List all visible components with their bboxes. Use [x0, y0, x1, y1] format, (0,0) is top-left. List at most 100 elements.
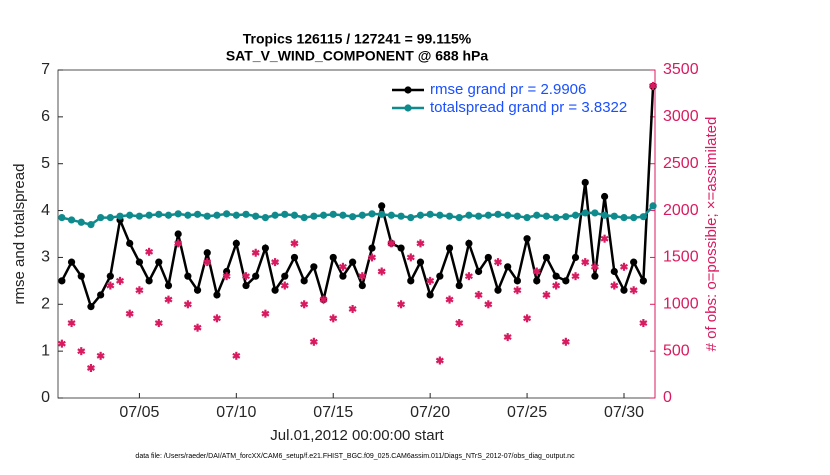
obs-marker	[600, 234, 609, 243]
y2-tick-label: 3000	[663, 108, 699, 125]
point	[513, 212, 521, 220]
point	[639, 277, 647, 285]
obs-marker	[251, 248, 260, 257]
obs-marker	[503, 333, 512, 342]
point	[184, 211, 192, 219]
y2-tick-label: 3500	[663, 61, 699, 78]
obs-marker	[397, 300, 406, 309]
obs-marker	[532, 267, 541, 276]
chart-title: Tropics 126115 / 127241 = 99.115%	[243, 31, 472, 47]
point	[494, 210, 502, 218]
point	[571, 211, 580, 219]
point	[203, 249, 211, 257]
point	[242, 210, 250, 218]
point	[397, 212, 405, 220]
obs-marker	[445, 295, 454, 304]
x-tick-label: 07/10	[216, 404, 256, 421]
point	[397, 244, 405, 252]
y-tick-label: 5	[41, 155, 50, 172]
obs-marker	[193, 323, 202, 332]
obs-marker	[57, 339, 66, 348]
point	[223, 210, 231, 218]
point	[184, 272, 192, 280]
point	[523, 214, 531, 222]
obs-marker	[542, 290, 551, 299]
point	[310, 263, 318, 271]
point	[87, 221, 95, 229]
point	[290, 211, 299, 219]
point	[281, 210, 289, 218]
point	[252, 212, 260, 220]
point	[601, 192, 609, 201]
point	[339, 211, 347, 219]
y2-tick-label: 1500	[663, 249, 699, 266]
obs-marker	[280, 281, 289, 290]
point	[145, 277, 153, 285]
obs-marker	[261, 309, 270, 318]
point	[174, 230, 182, 238]
point	[465, 211, 473, 219]
point	[581, 178, 589, 187]
point	[649, 202, 657, 210]
y-tick-label: 3	[41, 249, 50, 266]
obs-marker	[426, 276, 435, 285]
point	[58, 214, 66, 222]
point	[513, 277, 521, 285]
point	[416, 258, 425, 266]
point	[329, 210, 337, 218]
point	[339, 272, 347, 280]
point	[426, 291, 434, 299]
legend-marker	[404, 86, 412, 94]
point	[232, 239, 240, 247]
chart-subtitle: SAT_V_WIND_COMPONENT @ 688 hPa	[226, 48, 489, 64]
obs-marker	[649, 81, 658, 90]
point	[193, 210, 202, 218]
obs-marker	[232, 351, 241, 360]
point	[155, 210, 163, 218]
y2-tick-label: 0	[663, 389, 672, 406]
obs-marker	[271, 258, 280, 267]
point	[281, 272, 289, 280]
obs-marker	[329, 314, 338, 323]
y-tick-label: 7	[41, 61, 50, 78]
point	[97, 291, 105, 299]
y-tick-label: 6	[41, 108, 50, 125]
point	[436, 211, 444, 219]
obs-marker	[416, 239, 425, 248]
y-tick-label: 1	[41, 342, 50, 359]
point	[126, 239, 134, 247]
obs-marker	[619, 262, 629, 271]
obs-marker	[309, 337, 318, 346]
plot-area	[57, 69, 656, 399]
point	[97, 214, 105, 222]
point	[591, 272, 599, 280]
obs-marker	[387, 239, 396, 248]
point	[223, 267, 231, 276]
obs-marker	[203, 258, 212, 267]
point	[87, 303, 95, 311]
y-tick-label: 0	[41, 389, 50, 406]
point	[465, 239, 473, 247]
y-tick-label: 4	[41, 202, 50, 219]
point	[504, 263, 512, 271]
x-tick-label: 07/30	[604, 404, 644, 421]
x-tick-label: 07/25	[507, 404, 547, 421]
obs-marker	[484, 300, 493, 309]
point	[106, 214, 114, 222]
y-tick-label: 2	[41, 296, 50, 313]
point	[261, 244, 269, 252]
obs-marker	[513, 286, 522, 295]
point	[523, 235, 531, 243]
point	[436, 272, 444, 280]
y2-tick-label: 1000	[663, 296, 699, 313]
obs-marker	[610, 281, 619, 290]
obs-marker	[455, 319, 464, 328]
point	[562, 277, 570, 285]
point	[106, 272, 114, 280]
obs-marker	[290, 239, 299, 248]
legend-label: totalspread grand pr = 3.8322	[430, 99, 627, 116]
point	[349, 213, 357, 221]
point	[571, 253, 580, 262]
point	[610, 212, 618, 220]
